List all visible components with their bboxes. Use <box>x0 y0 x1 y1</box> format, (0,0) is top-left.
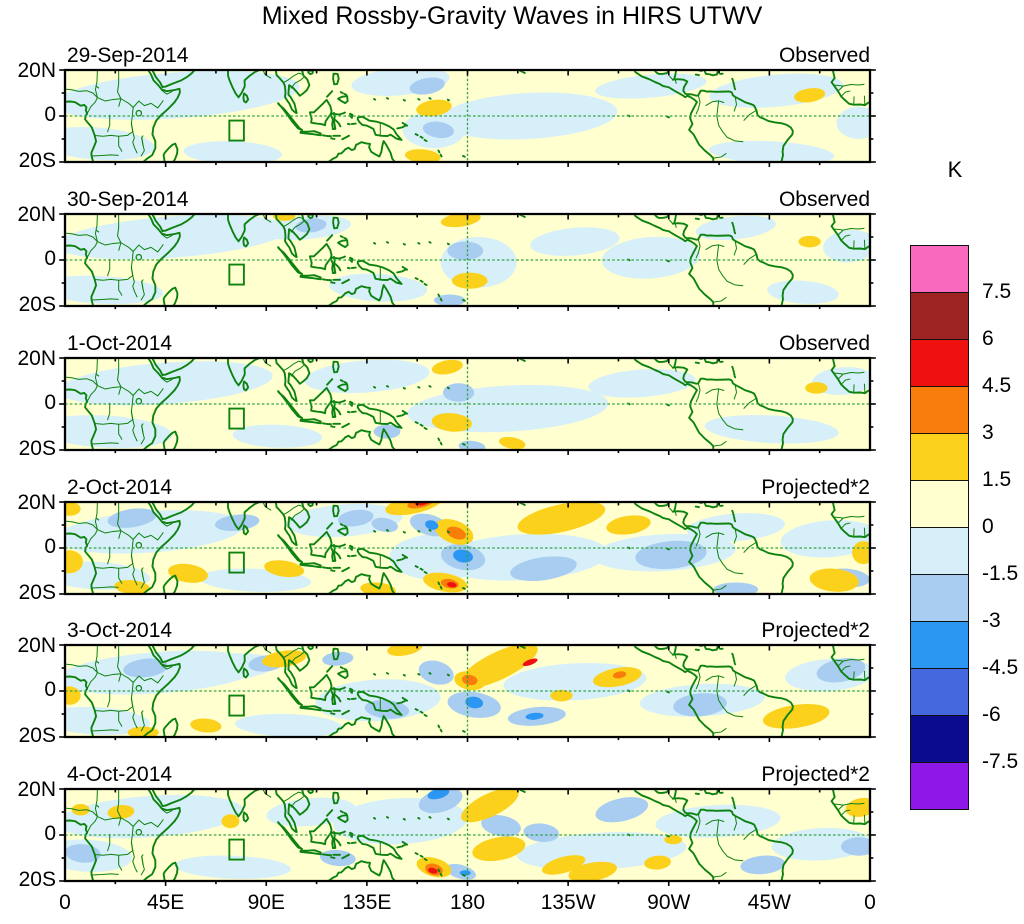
colorbar-tick-label: 0 <box>982 515 994 538</box>
panel-source-label: Observed <box>778 44 870 67</box>
colorbar-segment <box>910 433 969 481</box>
lat-tick-label: 20S <box>18 437 56 460</box>
lat-tick-label: 0 <box>44 822 56 845</box>
panel-source-label: Projected*2 <box>761 476 870 499</box>
colorbar-segment <box>910 480 969 528</box>
map-canvas-1 <box>65 70 870 162</box>
lon-tick-label: 0 <box>864 891 876 914</box>
map-canvas-2 <box>65 214 870 306</box>
colorbar-tick-label: 1.5 <box>982 468 1012 491</box>
map-canvas-5 <box>65 645 870 737</box>
lat-tick-label: 20N <box>17 778 56 801</box>
colorbar-segment <box>910 621 969 669</box>
panel-source-label: Observed <box>778 188 870 211</box>
colorbar-tick-label: -4.5 <box>982 656 1019 679</box>
colorbar-tick-label: 7.5 <box>982 280 1012 303</box>
lat-tick-label: 0 <box>44 678 56 701</box>
lat-tick-label: 20N <box>17 347 56 370</box>
colorbar-segment <box>910 386 969 434</box>
panel-date-label: 3-Oct-2014 <box>67 619 173 642</box>
lat-tick-label: 20N <box>17 59 56 82</box>
lat-tick-label: 20S <box>18 149 56 172</box>
colorbar-tick-label: 3 <box>982 421 994 444</box>
colorbar-unit-label: K <box>947 157 963 182</box>
panel-source-label: Projected*2 <box>761 763 870 786</box>
plot-title: Mixed Rossby-Gravity Waves in HIRS UTWV <box>261 2 763 30</box>
panel-source-label: Projected*2 <box>761 619 870 642</box>
lat-tick-label: 20N <box>17 491 56 514</box>
lat-tick-label: 20S <box>18 724 56 747</box>
lon-tick-label: 90E <box>247 891 285 914</box>
panel-date-label: 30-Sep-2014 <box>67 188 189 211</box>
colorbar-segment <box>910 668 969 716</box>
colorbar-tick-label: -3 <box>982 609 1001 632</box>
lon-tick-label: 90W <box>647 891 691 914</box>
lat-tick-label: 0 <box>44 247 56 270</box>
colorbar-segment <box>910 574 969 622</box>
lat-tick-label: 20S <box>18 581 56 604</box>
panel-source-label: Observed <box>778 332 870 355</box>
colorbar-segment <box>910 715 969 763</box>
lon-tick-label: 135E <box>342 891 392 914</box>
lat-tick-label: 20N <box>17 634 56 657</box>
colorbar-segment <box>910 339 969 387</box>
lat-tick-label: 0 <box>44 391 56 414</box>
lon-tick-label: 45E <box>146 891 185 914</box>
lat-tick-label: 0 <box>44 535 56 558</box>
lon-tick-label: 180 <box>449 891 486 914</box>
panel-date-label: 4-Oct-2014 <box>67 763 173 786</box>
colorbar-tick-label: -7.5 <box>982 750 1019 773</box>
panel-date-label: 1-Oct-2014 <box>67 332 173 355</box>
map-canvas-3 <box>65 358 870 450</box>
panel-date-label: 2-Oct-2014 <box>67 476 173 499</box>
colorbar-segment <box>910 762 969 810</box>
lon-tick-label: 135W <box>540 891 596 914</box>
colorbar-segment <box>910 245 969 293</box>
lat-tick-label: 0 <box>44 103 56 126</box>
lon-tick-label: 45W <box>747 891 791 914</box>
colorbar-tick-label: 4.5 <box>982 374 1012 397</box>
colorbar-segment <box>910 292 969 340</box>
lat-tick-label: 20S <box>18 868 56 891</box>
colorbar-tick-label: 6 <box>982 327 994 350</box>
map-canvas-4 <box>65 502 870 594</box>
map-canvas-6 <box>65 789 870 881</box>
colorbar-tick-label: -6 <box>982 703 1001 726</box>
lat-tick-label: 20N <box>17 203 56 226</box>
colorbar-tick-label: -1.5 <box>982 562 1019 585</box>
lon-tick-label: 0 <box>59 891 71 914</box>
panel-date-label: 29-Sep-2014 <box>67 44 189 67</box>
colorbar-segment <box>910 527 969 575</box>
lat-tick-label: 20S <box>18 293 56 316</box>
